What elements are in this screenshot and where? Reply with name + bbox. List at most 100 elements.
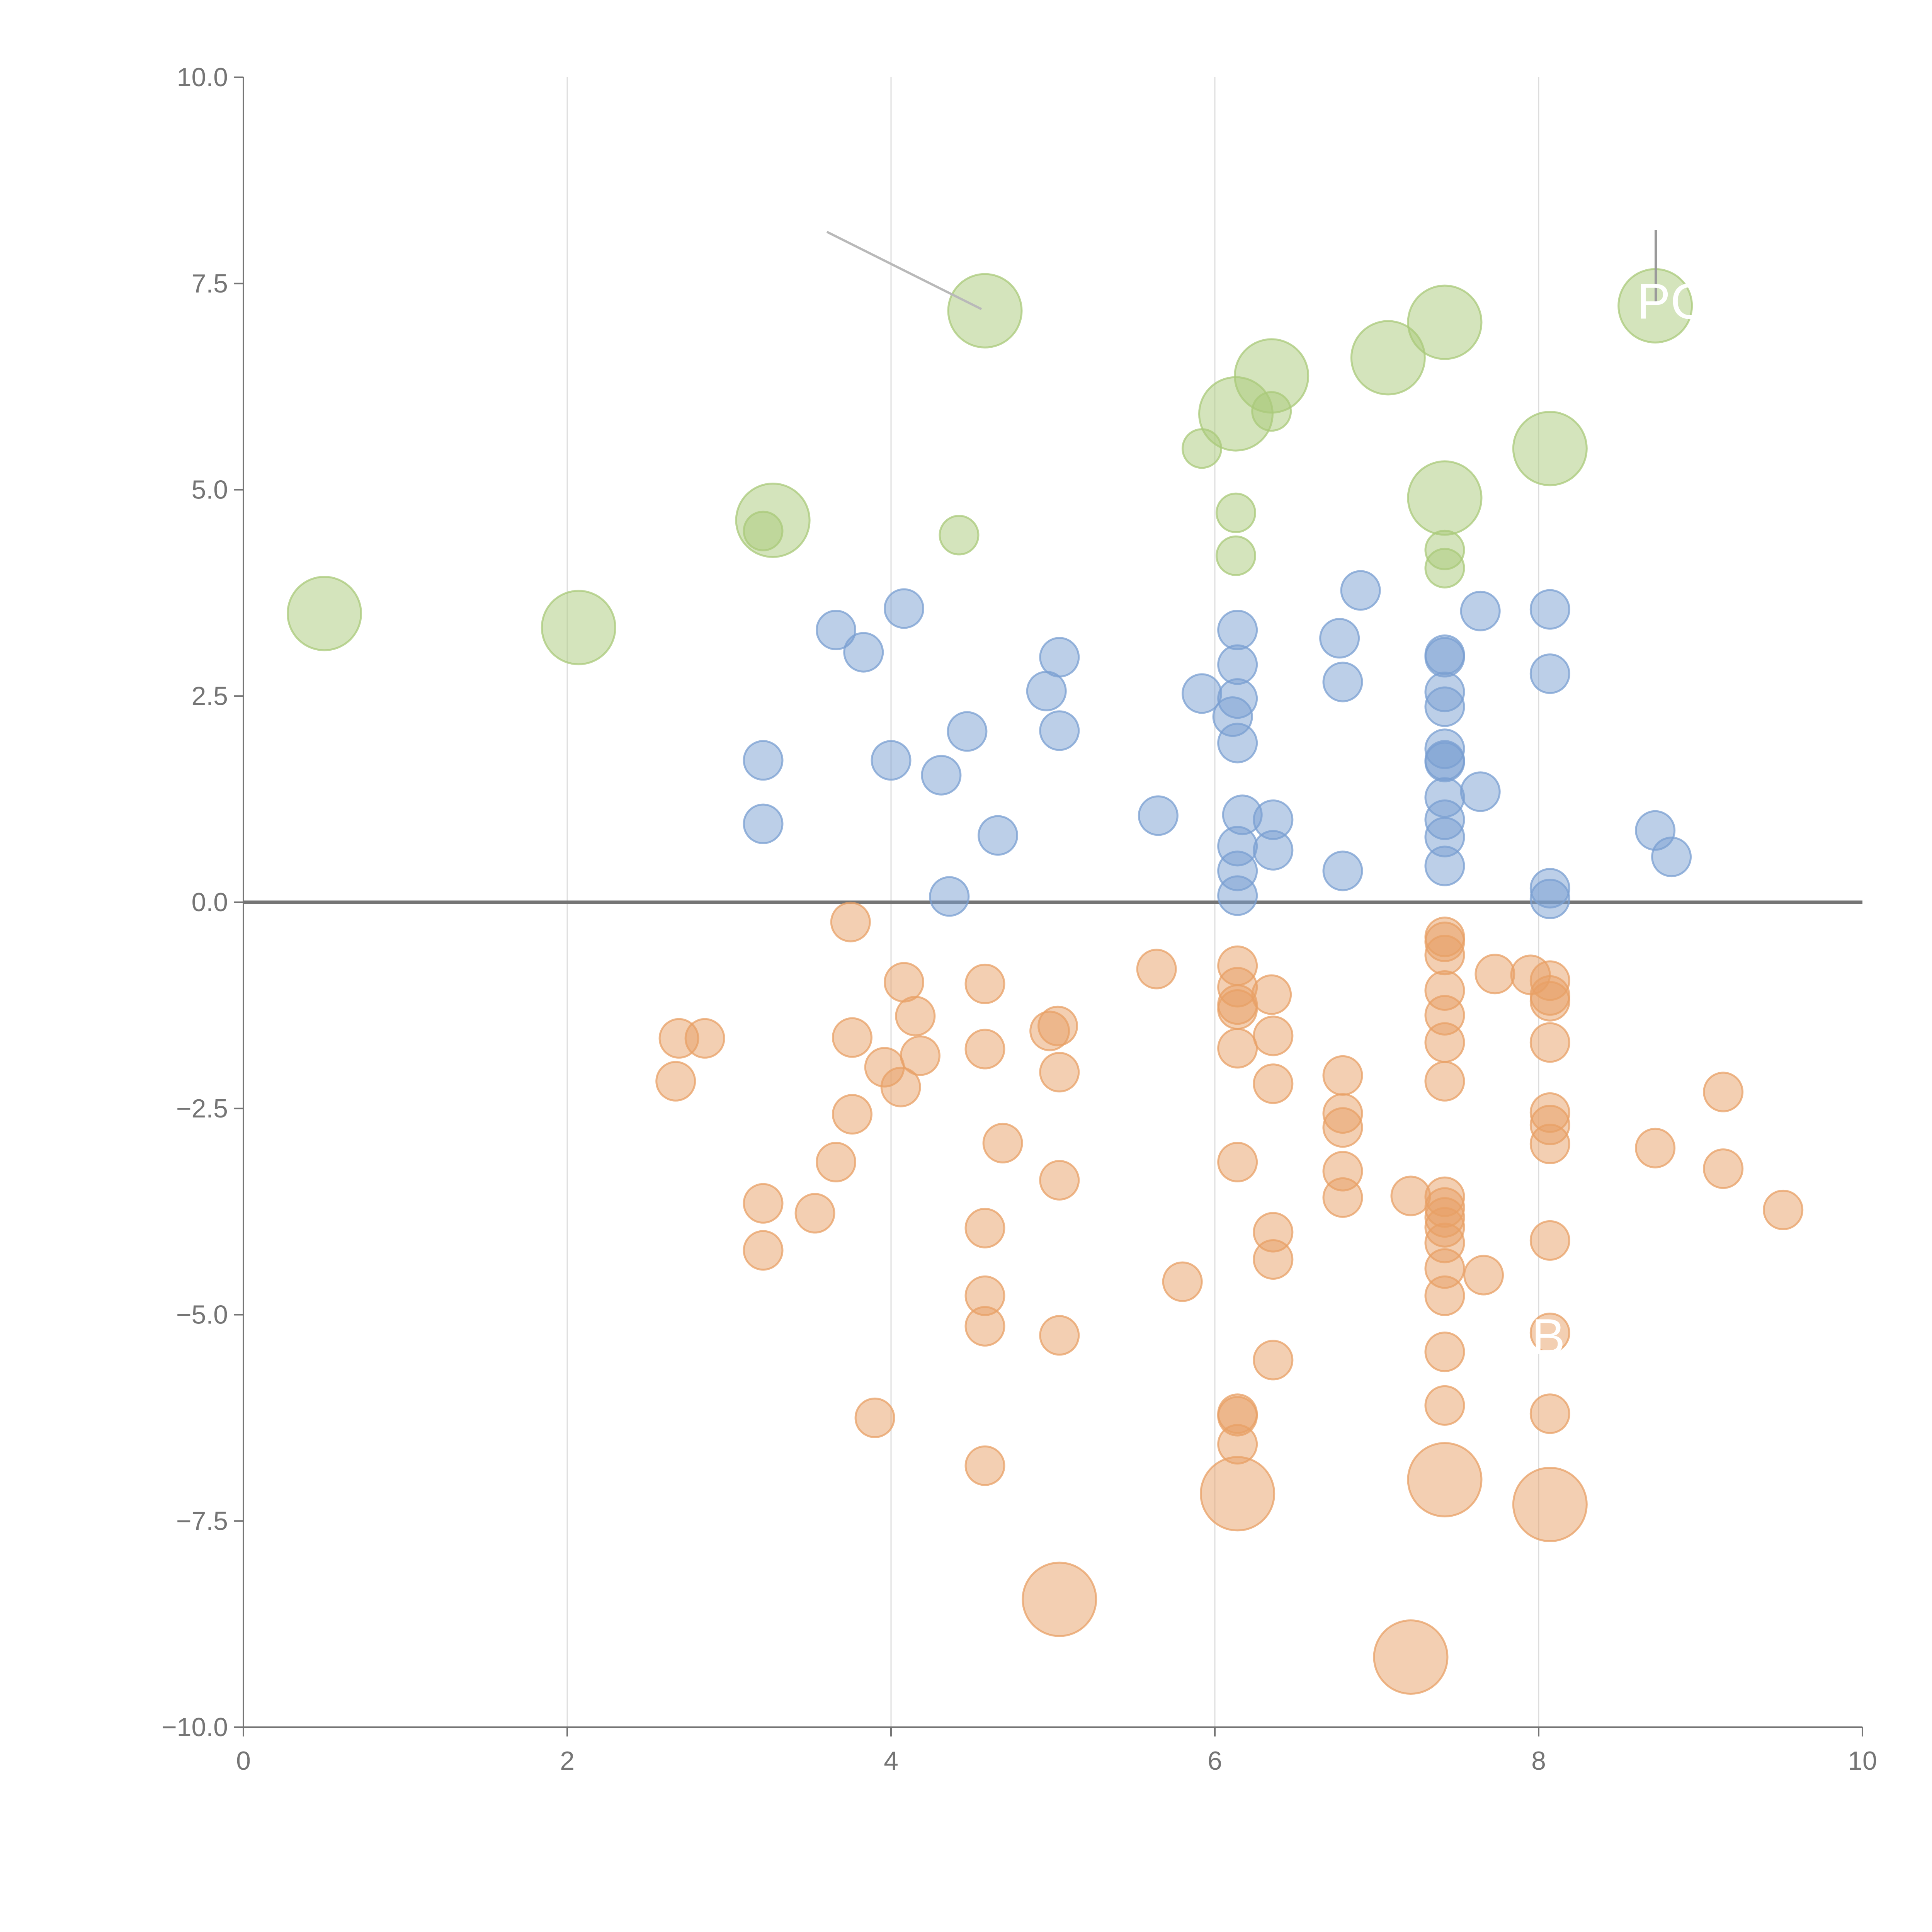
blue-data-point <box>1340 570 1381 611</box>
orange-data-point <box>1022 1561 1097 1637</box>
orange-data-point <box>1424 1275 1465 1316</box>
annotation-labels: PC B <box>826 230 1707 1365</box>
green-data-point <box>1512 411 1588 486</box>
green-data-point <box>743 510 784 551</box>
blue-data-point <box>1424 845 1465 886</box>
x-tick-label: 6 <box>1208 1746 1222 1776</box>
blue-data-point <box>1217 875 1258 916</box>
orange-data-point <box>900 1035 940 1076</box>
orange-data-point <box>1322 1107 1363 1148</box>
blue-data-point <box>743 740 784 781</box>
orange-data-point <box>1424 1385 1465 1426</box>
orange-data-point <box>1253 1340 1294 1381</box>
orange-data-point <box>964 1208 1005 1248</box>
orange-data-point <box>1217 1142 1258 1183</box>
orange-data-point <box>743 1183 784 1224</box>
blue-data-point <box>929 876 970 917</box>
orange-data-point <box>1635 1128 1676 1168</box>
blue-data-point <box>1322 850 1363 891</box>
y-tick-label: −2.5 <box>176 1094 228 1123</box>
x-tick-label: 4 <box>884 1746 898 1776</box>
y-tick-label: −5.0 <box>176 1300 228 1330</box>
orange-data-point <box>832 1094 872 1135</box>
blue-data-point <box>1026 670 1067 711</box>
orange-data-point <box>1217 1028 1258 1069</box>
orange-data-point <box>1039 1315 1080 1356</box>
blue-data-point <box>1322 662 1363 702</box>
blue-data-point <box>1424 637 1465 678</box>
blue-data-point <box>816 609 857 650</box>
orange-data-point <box>1512 1467 1588 1543</box>
orange-data-point <box>1529 1312 1570 1353</box>
y-tick-label: 5.0 <box>191 475 228 505</box>
x-tick-label: 8 <box>1531 1746 1546 1776</box>
orange-data-point <box>1424 1061 1465 1102</box>
blue-data-point <box>1217 609 1258 650</box>
orange-data-point <box>1407 1442 1483 1517</box>
point-annotation-label: PC <box>1637 273 1707 329</box>
green-data-point <box>1215 535 1256 576</box>
orange-data-point <box>1200 1456 1276 1532</box>
blue-data-point <box>1039 637 1080 678</box>
orange-data-point <box>1217 989 1258 1030</box>
blue-data-point <box>1529 589 1570 630</box>
orange-data-point <box>1703 1148 1744 1189</box>
orange-data-point <box>1763 1189 1804 1230</box>
orange-data-point <box>964 963 1005 1004</box>
orange-data-point <box>1529 1220 1570 1261</box>
green-data-point <box>541 590 616 665</box>
orange-data-point <box>964 1306 1005 1347</box>
orange-data-point <box>655 1061 696 1102</box>
orange-data-point <box>1039 1160 1080 1201</box>
orange-data-point <box>1162 1261 1203 1302</box>
orange-data-point <box>880 1066 921 1107</box>
blue-data-point <box>1529 878 1570 919</box>
blue-data-point <box>947 711 988 752</box>
orange-data-point <box>1424 1022 1465 1063</box>
blue-data-point <box>1217 678 1258 719</box>
green-data-point <box>947 273 1023 349</box>
orange-data-point <box>1373 1619 1449 1695</box>
blue-data-point <box>1138 795 1179 836</box>
orange-data-point <box>1529 981 1570 1022</box>
blue-data-point <box>1460 771 1501 812</box>
x-tick-label: 2 <box>560 1746 575 1776</box>
y-tick-label: −10.0 <box>162 1713 228 1742</box>
orange-data-point <box>830 901 871 942</box>
orange-data-point <box>1390 1175 1431 1216</box>
blue-data-point <box>871 740 912 781</box>
orange-data-point <box>1253 1239 1294 1280</box>
orange-data-point <box>1039 1052 1080 1093</box>
blue-data-point <box>884 588 925 629</box>
orange-data-point <box>1322 1177 1363 1218</box>
blue-data-point <box>1424 742 1465 782</box>
leader-line <box>826 231 982 310</box>
green-data-point <box>1407 284 1483 360</box>
green-data-point <box>1424 548 1465 588</box>
green-data-point <box>939 515 980 556</box>
y-tick-label: 7.5 <box>191 269 228 298</box>
y-tick-label: −7.5 <box>176 1506 228 1536</box>
blue-data-point <box>1319 618 1360 659</box>
axes: 10.0 7.5 5.0 2.5 0.0 −2.5 −5.0 −7.5 −10.0 0 2 4 6 8 10 <box>162 63 1877 1776</box>
green-data-point <box>1215 492 1256 533</box>
blue-data-point <box>1424 686 1465 727</box>
green-data-point <box>1251 391 1292 432</box>
orange-data-point <box>1424 1332 1465 1372</box>
orange-data-point <box>1253 1015 1294 1056</box>
orange-data-point <box>1463 1255 1504 1296</box>
orange-data-point <box>1322 1055 1363 1096</box>
blue-data-point <box>921 755 962 796</box>
point-annotation-label: B <box>1532 1308 1565 1365</box>
blue-data-point <box>1039 710 1080 751</box>
orange-data-point <box>1703 1071 1744 1112</box>
orange-data-point <box>1037 1005 1078 1046</box>
blue-data-point <box>1529 653 1570 694</box>
x-tick-label: 0 <box>236 1746 251 1776</box>
orange-data-point <box>832 1017 872 1058</box>
orange-data-point <box>1251 974 1292 1015</box>
blue-data-point <box>1253 830 1294 871</box>
orange-data-point <box>1529 1393 1570 1434</box>
orange-data-point <box>964 1445 1005 1486</box>
